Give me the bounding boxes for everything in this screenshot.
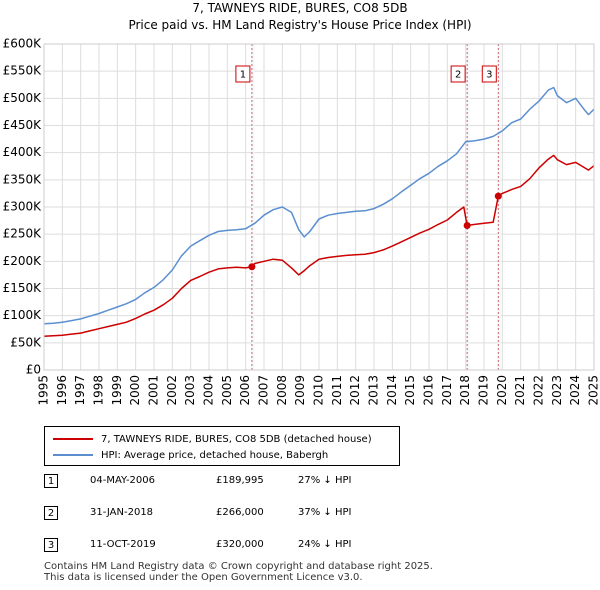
y-tick-label: £300K (3, 200, 43, 214)
x-tick-label: 2018 (458, 375, 472, 406)
y-tick-label: £0 (26, 363, 41, 377)
sale-date: 11-OCT-2019 (90, 539, 156, 550)
legend-label-hpi: HPI: Average price, detached house, Babe… (101, 449, 329, 461)
legend-item-hpi: HPI: Average price, detached house, Babe… (53, 447, 328, 463)
x-tick-label: 2025 (587, 375, 600, 406)
sale-price: £320,000 (216, 539, 264, 550)
x-tick-label: 2001 (147, 375, 161, 406)
x-axis: 1995 1996 1997 1998 1999 2000 2001 2002 2003 2004… (37, 375, 600, 406)
y-axis: £0 £50K £100K £150K £200K £250K £300K £350K £400… (3, 37, 43, 377)
x-tick-label: 1998 (92, 375, 106, 406)
sale-number-badge: 2 (44, 506, 58, 520)
x-tick-label: 1997 (73, 375, 87, 406)
sale-date: 31-JAN-2018 (90, 507, 154, 518)
sale-point (494, 192, 502, 200)
x-tick-label: 2020 (495, 375, 509, 406)
sale-marker-number: 1 (240, 70, 246, 81)
x-tick-label: 2016 (422, 375, 436, 406)
chart-title: 7, TAWNEYS RIDE, BURES, CO8 5DB (192, 1, 407, 15)
x-tick-label: 2007 (257, 375, 271, 406)
sale-marker-box: 3 (481, 65, 497, 83)
sale-row: 1 04-MAY-2006 £189,995 27% ↓ HPI (44, 474, 444, 490)
sale-point (248, 263, 256, 271)
sale-points (248, 192, 502, 271)
legend-item-property: 7, TAWNEYS RIDE, BURES, CO8 5DB (detache… (53, 431, 372, 447)
sale-hpi-diff: 27% ↓ HPI (298, 475, 352, 486)
x-tick-label: 2022 (532, 375, 546, 406)
sale-marker-number: 3 (486, 70, 492, 81)
sale-marker-box: 2 (450, 65, 466, 83)
hpi-line (43, 86, 595, 325)
y-tick-label: £250K (3, 227, 43, 241)
x-tick-label: 2012 (348, 375, 362, 406)
sale-row: 3 11-OCT-2019 £320,000 24% ↓ HPI (44, 538, 444, 554)
sale-marker-box-frame (450, 65, 466, 83)
x-tick-label: 2017 (440, 375, 454, 406)
y-tick-label: £100K (3, 308, 43, 322)
legend-swatch-property (53, 438, 93, 440)
sale-marker-box: 1 (235, 65, 251, 83)
x-tick-label: 2000 (128, 375, 142, 406)
x-tick-label: 1999 (110, 375, 124, 406)
chart-subtitle: Price paid vs. HM Land Registry's House … (128, 18, 471, 32)
x-tick-label: 2021 (513, 375, 527, 406)
x-tick-label: 2009 (293, 375, 307, 406)
x-tick-label: 2006 (238, 375, 252, 406)
legend-swatch-hpi (53, 454, 93, 456)
x-tick-label: 2011 (330, 375, 344, 406)
x-tick-label: 1996 (55, 375, 69, 406)
x-tick-label: 2004 (202, 375, 216, 406)
sale-price: £266,000 (216, 507, 264, 518)
y-tick-label: £450K (3, 118, 43, 132)
y-tick-label: £400K (3, 145, 43, 159)
sale-marker-band (466, 44, 470, 370)
property-price-line (43, 154, 595, 338)
x-tick-label: 2005 (220, 375, 234, 406)
legend-label-property: 7, TAWNEYS RIDE, BURES, CO8 5DB (detache… (101, 433, 372, 445)
x-tick-label: 2013 (367, 375, 381, 406)
plot-frame (43, 43, 595, 371)
x-tick-label: 1995 (37, 375, 51, 406)
y-tick-label: £200K (3, 254, 43, 268)
y-tick-label: £600K (3, 37, 43, 51)
sale-marker-lines (251, 44, 501, 370)
sale-marker-band (251, 44, 255, 370)
sale-number-badge: 3 (44, 538, 58, 552)
sale-hpi-diff: 24% ↓ HPI (298, 539, 352, 550)
x-tick-label: 2010 (312, 375, 326, 406)
x-tick-label: 2024 (568, 375, 582, 406)
sale-point (463, 221, 471, 229)
sale-marker-boxes: 1 2 3 (235, 65, 497, 83)
x-tick-label: 2003 (183, 375, 197, 406)
sale-number-badge: 1 (44, 474, 58, 488)
x-tick-label: 2015 (403, 375, 417, 406)
footer-licence: This data is licensed under the Open Gov… (44, 572, 363, 583)
sale-hpi-diff: 37% ↓ HPI (298, 507, 352, 518)
sale-marker-box-frame (481, 65, 497, 83)
y-tick-label: £550K (3, 64, 43, 78)
legend: 7, TAWNEYS RIDE, BURES, CO8 5DB (detache… (44, 426, 400, 466)
series-lines (43, 86, 595, 338)
sale-price: £189,995 (216, 475, 264, 486)
x-tick-label: 2023 (550, 375, 564, 406)
footer-copyright: Contains HM Land Registry data © Crown c… (44, 561, 433, 572)
sale-marker-box-frame (235, 65, 251, 83)
x-tick-label: 2014 (385, 375, 399, 406)
footer: Contains HM Land Registry data © Crown c… (44, 561, 433, 583)
sale-row: 2 31-JAN-2018 £266,000 37% ↓ HPI (44, 506, 444, 522)
y-tick-label: £500K (3, 91, 43, 105)
x-tick-label: 2019 (477, 375, 491, 406)
x-tick-label: 2002 (165, 375, 179, 406)
sale-marker-number: 2 (455, 70, 461, 81)
sale-marker-band (497, 44, 501, 370)
y-tick-label: £350K (3, 172, 43, 186)
y-tick-label: £50K (10, 335, 42, 349)
sale-date: 04-MAY-2006 (90, 475, 156, 486)
x-tick-label: 2008 (275, 375, 289, 406)
y-tick-label: £150K (3, 281, 43, 295)
